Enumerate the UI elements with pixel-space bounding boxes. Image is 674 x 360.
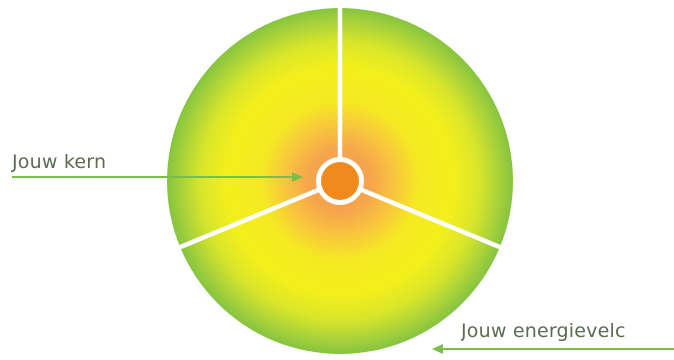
energy-field-label: Jouw energievelc [461, 320, 626, 342]
arrow-left-icon [432, 344, 443, 354]
core-label: Jouw kern [12, 151, 107, 173]
divider-lower-right [337, 178, 505, 251]
segment-dividers [175, 5, 505, 251]
core-circle [321, 162, 359, 200]
energy-field-callout-arrow [432, 344, 674, 354]
arrow-left-icon [292, 172, 303, 182]
divider-lower-left [175, 178, 343, 251]
core [316, 157, 364, 205]
core-callout-arrow [12, 172, 303, 182]
